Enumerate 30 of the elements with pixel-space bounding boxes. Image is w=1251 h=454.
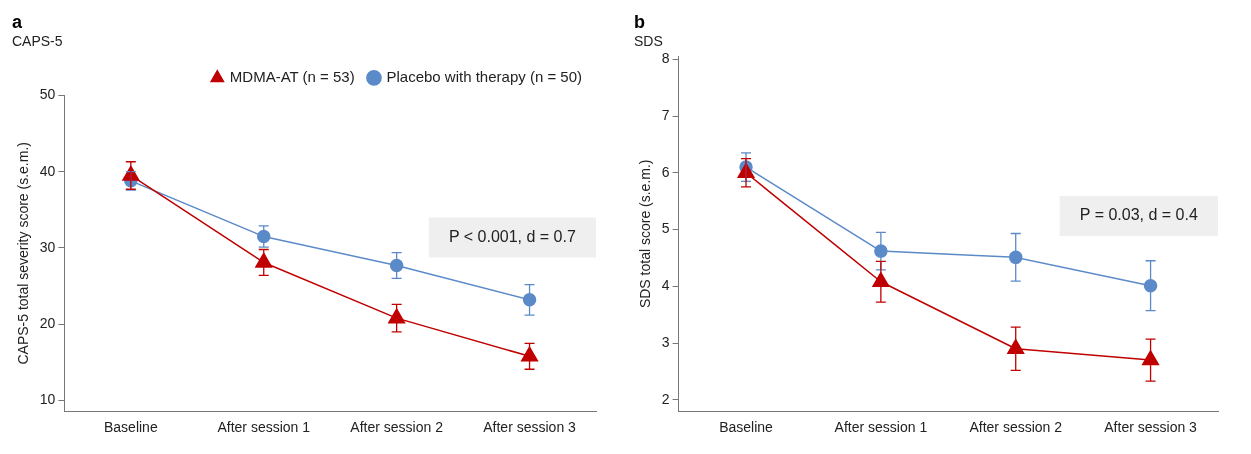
legend-label: MDMA-AT (n = 53) xyxy=(229,68,355,86)
chart-title: a xyxy=(12,11,23,32)
x-tick-label: After session 1 xyxy=(834,419,928,436)
x-tick-label: After session 2 xyxy=(350,419,444,436)
y-tick-label: 20 xyxy=(39,315,56,332)
legend-label: Placebo with therapy (n = 50) xyxy=(386,68,582,86)
y-axis-title: SDS total score (s.e.m.) xyxy=(637,159,654,309)
x-tick-label: After session 3 xyxy=(1104,419,1198,436)
y-tick-label: 8 xyxy=(661,50,670,67)
y-tick-label: 5 xyxy=(661,220,670,237)
x-tick-label: Baseline xyxy=(719,419,774,436)
chart-subtitle: CAPS-5 xyxy=(12,32,63,49)
annotation: P < 0.001, d = 0.7 xyxy=(448,227,576,245)
y-tick-label: 6 xyxy=(661,163,670,180)
y-tick-label: 30 xyxy=(39,238,56,255)
y-tick-label: 7 xyxy=(661,106,670,123)
y-tick-label: 2 xyxy=(661,390,670,407)
y-tick-label: 3 xyxy=(661,333,670,350)
y-axis-title: CAPS-5 total severity score (s.e.m.) xyxy=(15,142,32,365)
y-tick-label: 40 xyxy=(39,162,56,179)
x-tick-label: After session 2 xyxy=(969,419,1063,436)
chart-subtitle: SDS xyxy=(634,32,663,49)
chart-title: b xyxy=(634,11,645,32)
x-tick-label: Baseline xyxy=(103,419,158,436)
y-tick-label: 4 xyxy=(661,277,670,294)
annotation: P = 0.03, d = 0.4 xyxy=(1079,206,1198,224)
y-tick-label: 10 xyxy=(39,391,56,408)
y-tick-label: 50 xyxy=(39,86,56,103)
x-tick-label: After session 1 xyxy=(217,419,311,436)
x-tick-label: After session 3 xyxy=(483,419,577,436)
